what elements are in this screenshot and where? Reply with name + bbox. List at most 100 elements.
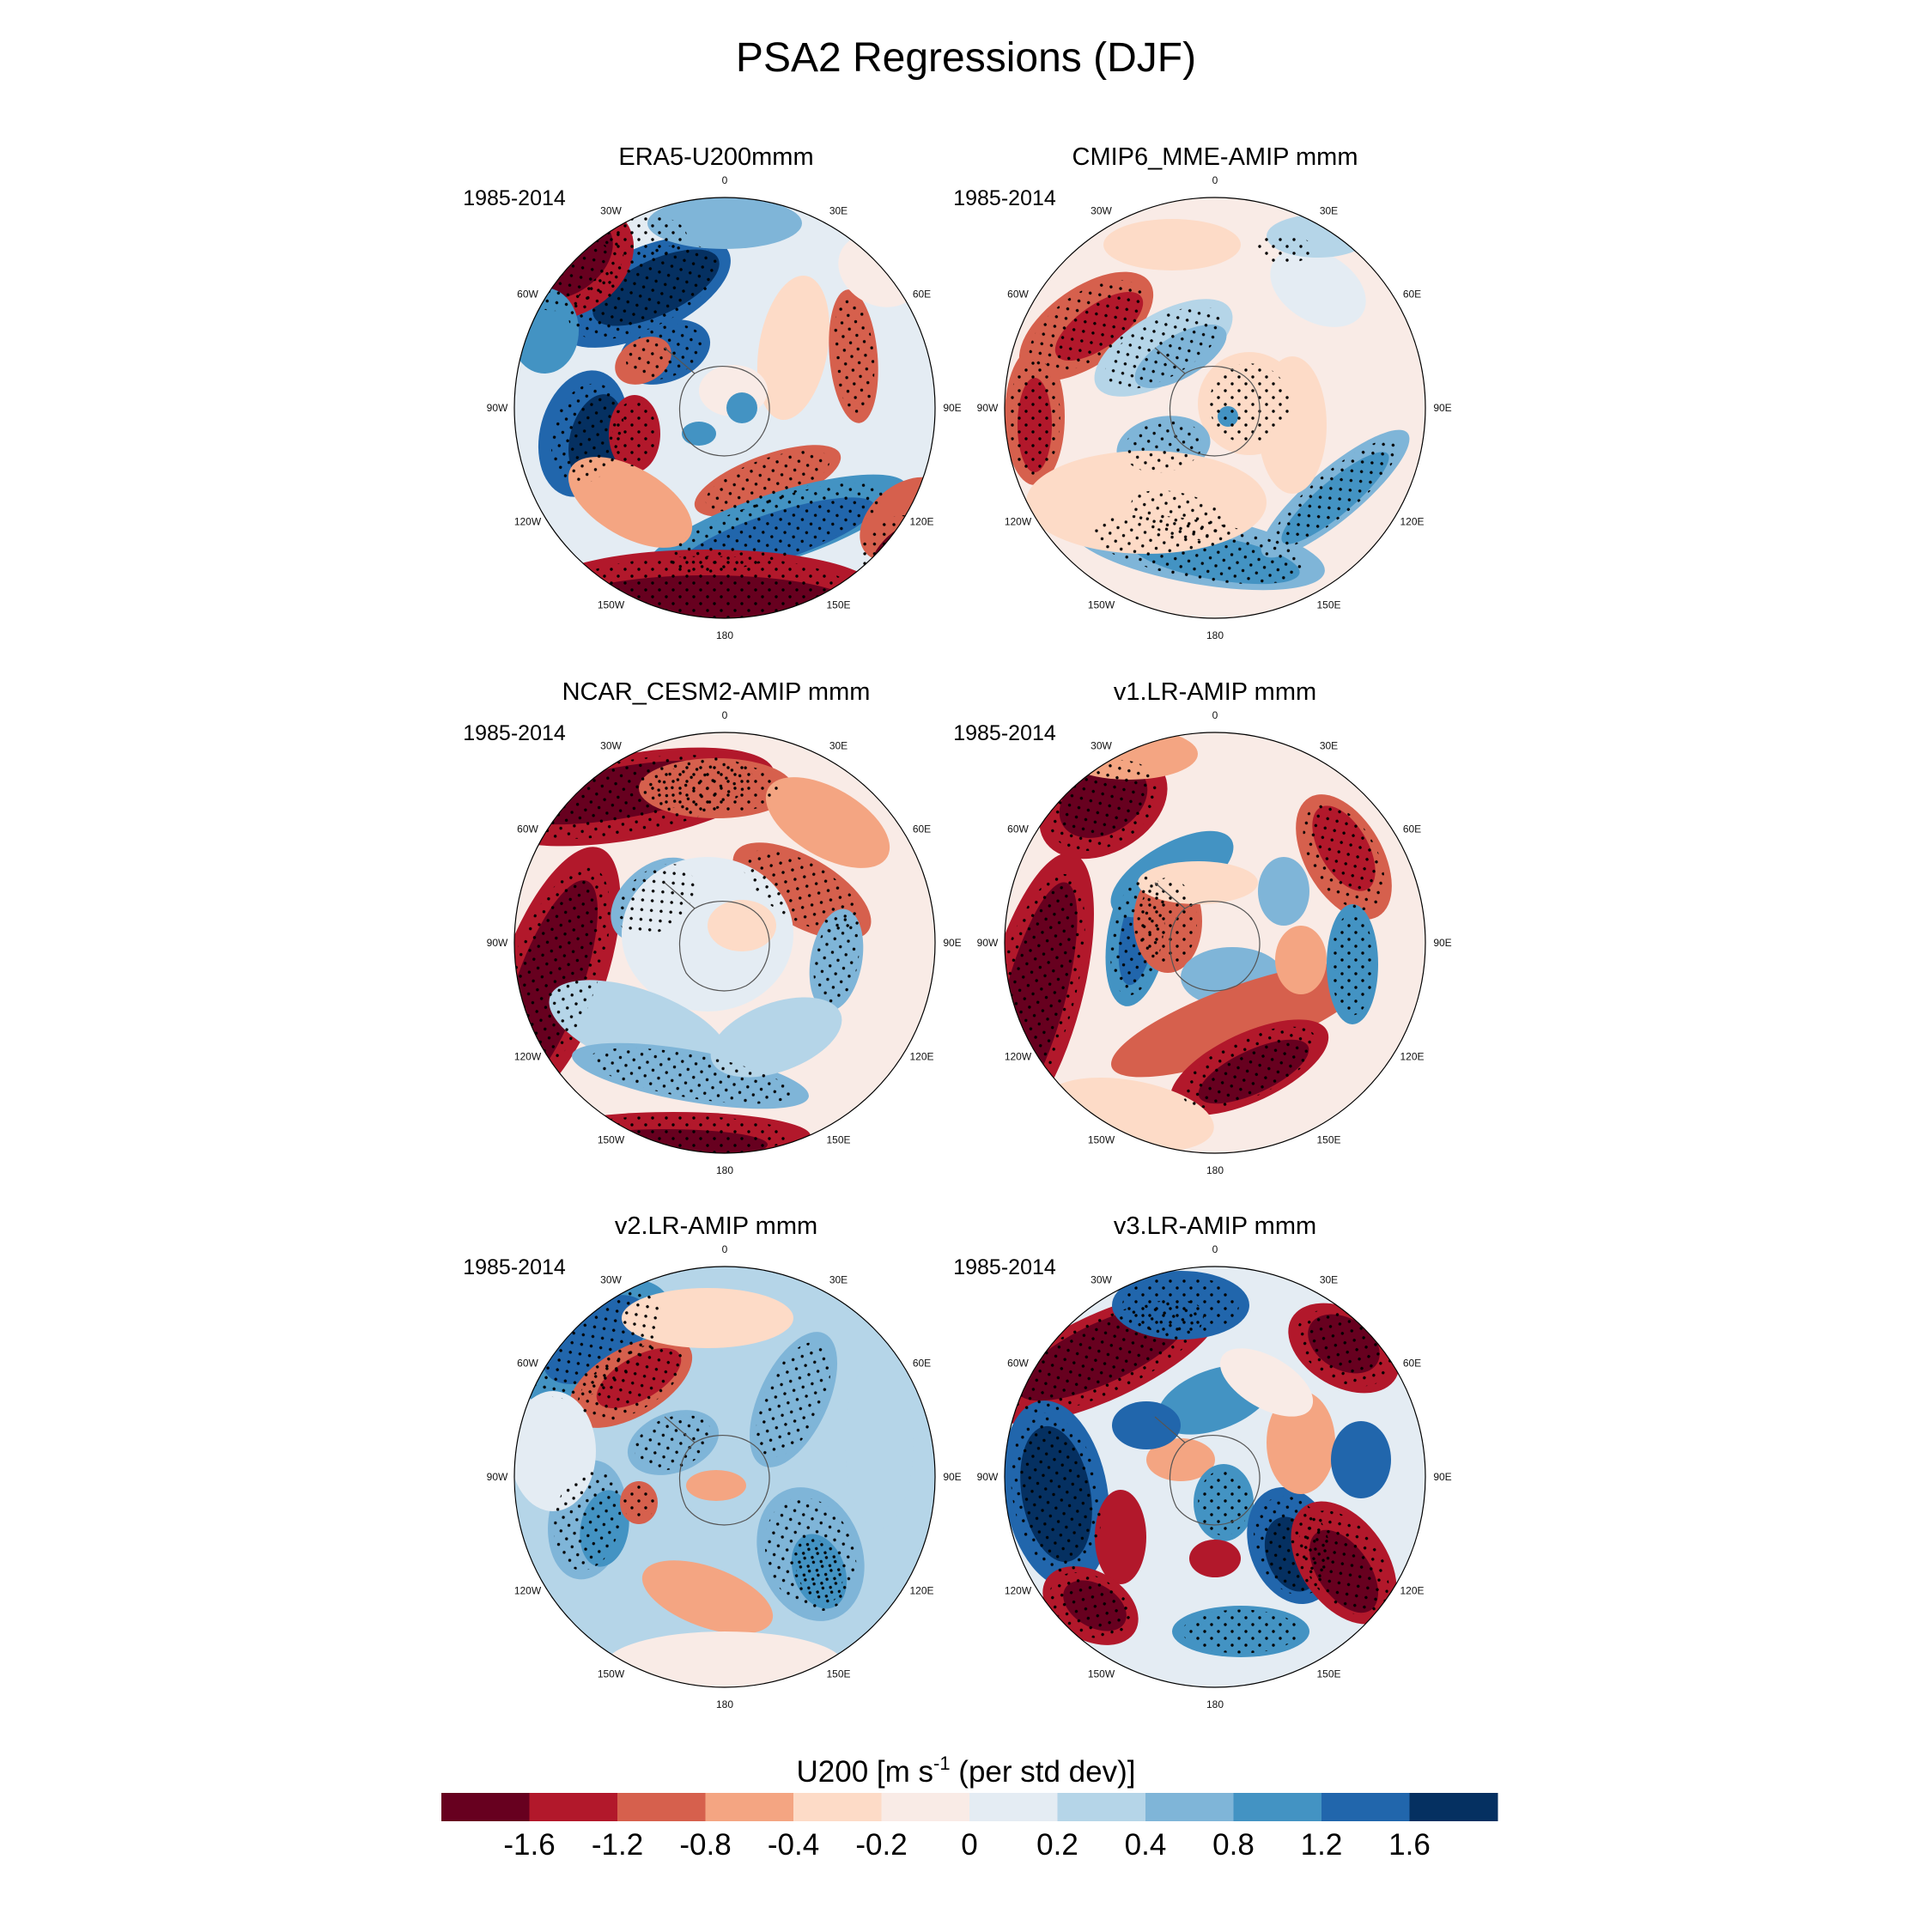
- significance-stipple: [1090, 514, 1306, 585]
- contour-region: [622, 1288, 793, 1348]
- colorbar-tick-label: -1.2: [592, 1828, 643, 1862]
- colorbar-cells: [441, 1793, 1498, 1821]
- longitude-label: 90E: [943, 1471, 961, 1483]
- contour-region: [1146, 1438, 1215, 1481]
- longitude-label: 30W: [600, 740, 622, 752]
- colorbar-tick-label: 0: [961, 1828, 977, 1862]
- colorbar-tick-label: 0.4: [1125, 1828, 1167, 1862]
- antarctica-coastline: [664, 1416, 770, 1526]
- colorbar-tick-label: -0.4: [768, 1828, 819, 1862]
- longitude-label: 150E: [826, 1668, 850, 1680]
- contour-region: [1189, 1540, 1241, 1577]
- longitude-label: 90W: [977, 937, 999, 949]
- field-contours: [514, 1267, 935, 1687]
- longitude-label: 150W: [598, 1668, 625, 1680]
- longitude-label: 30E: [1320, 1274, 1338, 1286]
- significance-stipple: [556, 1115, 790, 1153]
- significance-stipple: [832, 299, 875, 414]
- significance-stipple: [764, 1497, 857, 1612]
- longitude-label: 150E: [826, 1134, 850, 1146]
- contour-region: [726, 392, 757, 423]
- longitude-label: 120E: [1400, 516, 1424, 528]
- longitude-label: 150W: [1088, 1134, 1115, 1146]
- colorbar-ticks: -1.6 -1.2 -0.8 -0.4 -0.2 0 0.2 0.4 0.8 1.2 1.6: [503, 1828, 1430, 1862]
- contour-region: [1331, 1421, 1391, 1498]
- map-disk: [1004, 1266, 1426, 1688]
- antarctica-coastline: [1154, 882, 1261, 992]
- contour-region: [682, 422, 716, 446]
- longitude-label: 30W: [600, 1274, 622, 1286]
- map-boundary: [513, 732, 936, 1154]
- colorbar-cell: [1057, 1793, 1146, 1821]
- longitude-label: 180: [716, 629, 733, 641]
- longitude-label: 60W: [517, 1358, 538, 1370]
- significance-stipple: [1255, 234, 1313, 264]
- longitude-label: 0: [722, 1243, 728, 1255]
- colorbar-cell: [1321, 1793, 1410, 1821]
- map-boundary: [1004, 732, 1426, 1154]
- field-contours: [1005, 732, 1425, 1153]
- longitude-label: 150W: [1088, 1668, 1115, 1680]
- contour-region: [765, 777, 890, 868]
- longitude-label: 60W: [517, 823, 538, 835]
- significance-stipple: [612, 400, 657, 467]
- antarctica-coastline: [664, 347, 770, 457]
- contour-region: [568, 457, 693, 548]
- colorbar-tick-label: -0.8: [679, 1828, 731, 1862]
- field-contours: [514, 732, 935, 1153]
- significance-stipple: [1272, 439, 1399, 549]
- panels: ERA5-U200mmm 1985-2014 0 30E 60E 90E 120E 150E 1…: [463, 143, 1451, 1710]
- significance-stipple: [1209, 363, 1290, 444]
- longitude-label: 60E: [913, 1358, 931, 1370]
- map-panel: ERA5-U200mmm 1985-2014 0 30E 60E 90E 120E 150E 1…: [463, 143, 961, 641]
- significance-stipple: [756, 1341, 831, 1458]
- colorbar-title-suffix: (per std dev)]: [951, 1755, 1136, 1789]
- map-disk: [513, 197, 936, 619]
- colorbar-cell: [617, 1793, 706, 1821]
- longitude-label: 150E: [826, 599, 850, 611]
- contour-region: [710, 997, 842, 1078]
- panel-title: v1.LR-AMIP mmm: [1114, 678, 1316, 706]
- significance-stipple: [625, 324, 704, 380]
- longitude-label: 60E: [913, 823, 931, 835]
- longitude-label: 150W: [1088, 599, 1115, 611]
- colorbar-tick-label: -1.6: [503, 1828, 555, 1862]
- longitude-label: 60E: [1403, 823, 1421, 835]
- map-panel: v3.LR-AMIP mmm 1985-2014 0 30E 60E 90E 120E 150…: [953, 1212, 1451, 1710]
- significance-stipple: [617, 864, 695, 936]
- map-panel: NCAR_CESM2-AMIP mmm 1985-2014 0 30E 60E 90E 12…: [463, 678, 961, 1176]
- significance-stipple: [665, 482, 888, 574]
- longitude-label: 120W: [514, 1585, 542, 1597]
- colorbar-cell: [969, 1793, 1058, 1821]
- significance-stipple: [705, 450, 830, 512]
- map-boundary: [513, 1266, 936, 1688]
- colorbar-cell: [881, 1793, 970, 1821]
- contour-region: [708, 900, 776, 951]
- longitude-label: 60W: [1007, 823, 1029, 835]
- significance-stipple: [1029, 280, 1144, 373]
- longitude-label: 120E: [1400, 1051, 1424, 1063]
- longitude-label: 120W: [1005, 516, 1032, 528]
- significance-stipple: [1298, 1510, 1389, 1615]
- significance-stipple: [1330, 913, 1375, 1016]
- longitude-label: 90E: [943, 402, 961, 414]
- colorbar-cell: [1409, 1793, 1498, 1821]
- significance-stipple: [568, 244, 718, 340]
- map-panel: v2.LR-AMIP mmm 1985-2014 0 30E 60E 90E 120E 150…: [463, 1212, 961, 1710]
- contour-region: [1258, 857, 1309, 926]
- longitude-label: 90W: [487, 1471, 508, 1483]
- longitude-label: 0: [1212, 709, 1218, 721]
- contour-region: [1112, 1401, 1181, 1449]
- map-boundary: [513, 197, 936, 619]
- field-contours: [1005, 1267, 1425, 1687]
- longitude-label: 120E: [1400, 1585, 1424, 1597]
- significance-stipple: [1104, 306, 1223, 390]
- longitude-label: 30W: [1091, 1274, 1112, 1286]
- longitude-label: 90W: [487, 402, 508, 414]
- antarctica-coastline: [1154, 1416, 1261, 1526]
- antarctica-coastline: [664, 882, 770, 992]
- significance-stipple: [813, 916, 860, 1004]
- map-panel: CMIP6_MME-AMIP mmm 1985-2014 0 30E 60E 90E 120…: [953, 143, 1451, 641]
- significance-stipple: [1182, 1026, 1317, 1109]
